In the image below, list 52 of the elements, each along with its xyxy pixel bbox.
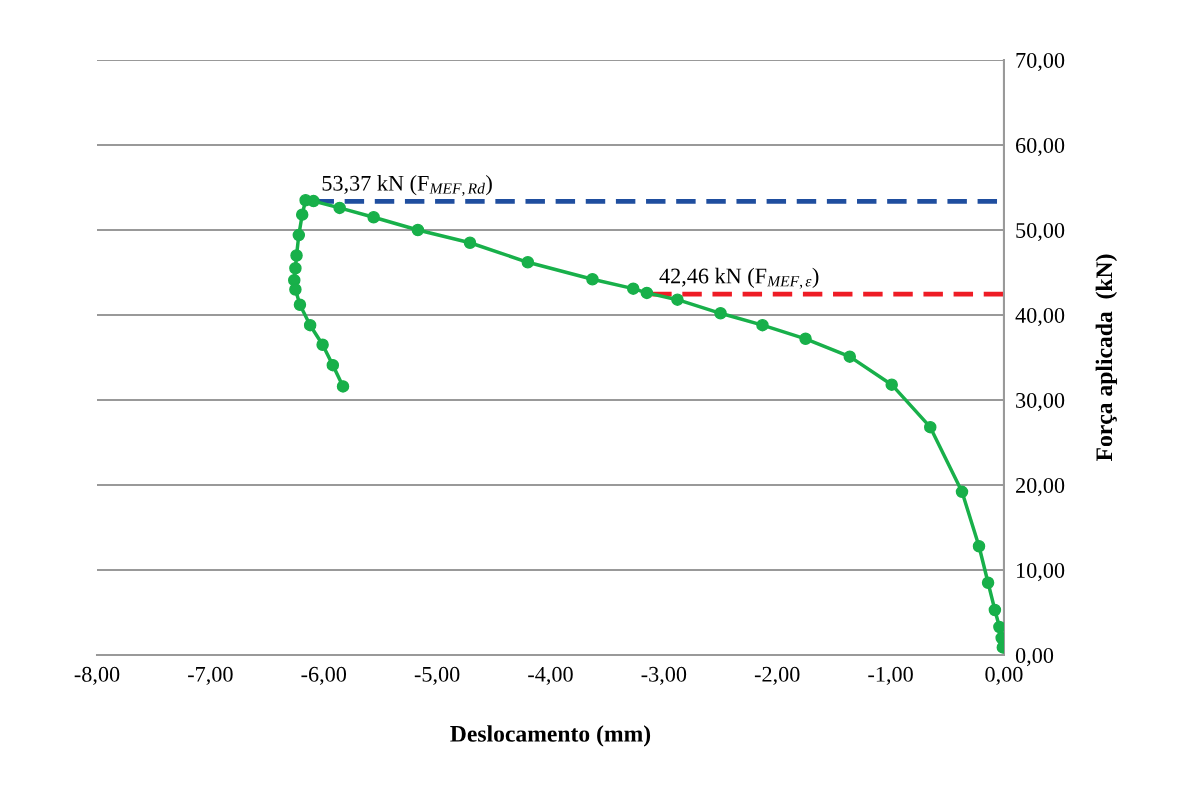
point bbox=[843, 350, 857, 363]
point bbox=[586, 273, 599, 286]
point bbox=[326, 358, 340, 372]
point bbox=[289, 283, 302, 296]
x-tick-label: -6,00 bbox=[301, 666, 347, 685]
point bbox=[626, 282, 640, 295]
x-tick-label: 0,00 bbox=[985, 666, 1023, 685]
x-tick-label: -4,00 bbox=[528, 666, 573, 685]
point bbox=[955, 485, 969, 499]
point bbox=[981, 576, 995, 590]
point bbox=[411, 223, 425, 237]
y-tick-label: 30,00 bbox=[1016, 392, 1065, 412]
x-tick-label: -3,00 bbox=[641, 666, 687, 685]
point bbox=[885, 378, 898, 391]
y-tick-label: 0,00 bbox=[1015, 647, 1054, 667]
point bbox=[521, 256, 535, 269]
ref-line-label: 53,37 kN (F$_{MEF,Rd}$) bbox=[322, 175, 492, 196]
point bbox=[924, 420, 937, 434]
point bbox=[463, 236, 477, 249]
point bbox=[988, 603, 1002, 617]
point bbox=[336, 380, 350, 393]
point bbox=[299, 193, 312, 207]
x-tick-label: -8,00 bbox=[74, 666, 120, 685]
point bbox=[333, 201, 346, 215]
y-tick-label: 40,00 bbox=[1015, 307, 1065, 327]
y-tick-label: 10,00 bbox=[1017, 562, 1065, 582]
y-tick-label: 50,00 bbox=[1016, 222, 1065, 242]
x-tick-label: -2,00 bbox=[754, 666, 800, 685]
point bbox=[799, 332, 812, 346]
x-tick-label: -5,00 bbox=[414, 666, 460, 685]
y-tick-label: 20,00 bbox=[1016, 477, 1065, 497]
point bbox=[303, 318, 317, 332]
y-tick-label: 60,00 bbox=[1016, 137, 1065, 157]
y-axis-title: Força aplicada (kN) bbox=[1095, 254, 1118, 462]
y-tick-label: 70,00 bbox=[1016, 52, 1065, 72]
point bbox=[292, 228, 306, 242]
point bbox=[290, 249, 303, 262]
point bbox=[972, 539, 986, 553]
point bbox=[993, 620, 1004, 634]
point bbox=[289, 261, 302, 275]
x-axis-title: Deslocamento (mm) bbox=[450, 725, 651, 747]
x-tick-label: -1,00 bbox=[868, 666, 913, 685]
point bbox=[316, 338, 329, 351]
point bbox=[367, 210, 380, 224]
point bbox=[756, 318, 769, 332]
ref-line-label: 42,46 kN (F$_{MEF,ε}$) bbox=[659, 267, 819, 289]
point bbox=[671, 293, 684, 306]
point bbox=[714, 307, 727, 320]
point bbox=[640, 286, 654, 300]
point bbox=[293, 298, 307, 312]
x-tick-label: -7,00 bbox=[188, 666, 233, 685]
point bbox=[295, 208, 309, 221]
